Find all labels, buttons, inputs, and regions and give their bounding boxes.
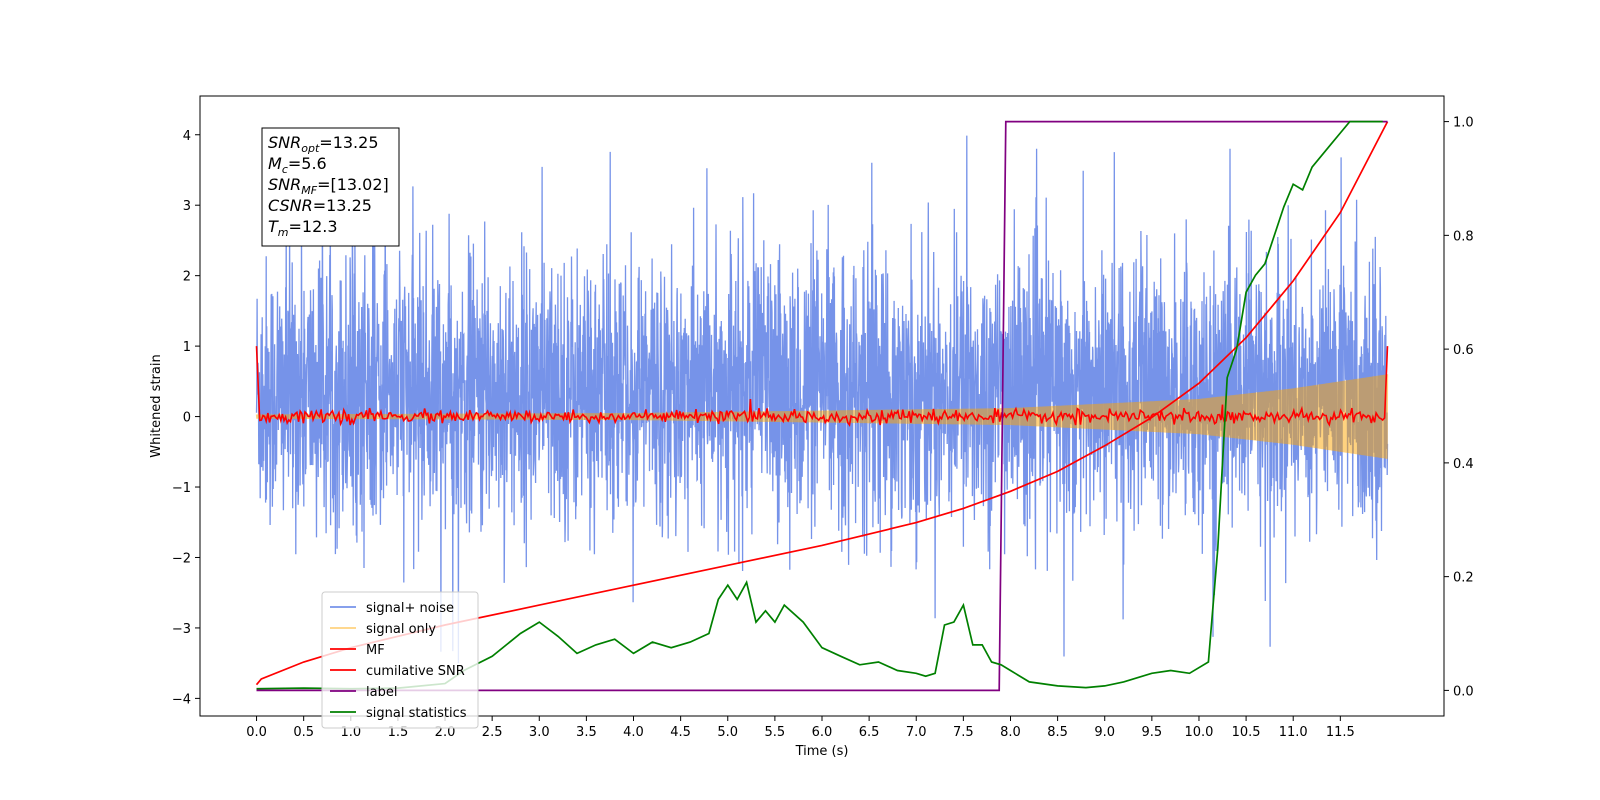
y-axis-title: Whitened strain xyxy=(149,354,164,457)
y-right-tick-label: 0.2 xyxy=(1453,571,1474,586)
legend-label: MF xyxy=(366,643,385,658)
x-tick-label: 1.0 xyxy=(340,725,361,740)
x-tick-label: 6.0 xyxy=(812,725,833,740)
x-tick-label: 5.5 xyxy=(765,725,786,740)
x-tick-label: 0.5 xyxy=(293,725,314,740)
annotation-line: CSNR=13.25 xyxy=(268,196,372,215)
x-tick-label: 9.0 xyxy=(1094,725,1115,740)
x-tick-label: 11.0 xyxy=(1279,725,1308,740)
y-left-tick-label: −3 xyxy=(172,622,191,637)
x-tick-label: 10.0 xyxy=(1184,725,1213,740)
x-tick-label: 4.5 xyxy=(670,725,691,740)
y-right-tick-label: 0.4 xyxy=(1453,457,1474,472)
annotation-line: SNRopt=13.25 xyxy=(268,133,379,155)
legend-label: cumilative SNR xyxy=(366,664,465,679)
x-tick-label: 7.0 xyxy=(906,725,927,740)
x-tick-label: 0.0 xyxy=(246,725,267,740)
y-left-tick-label: −2 xyxy=(172,551,191,566)
legend-label: signal+ noise xyxy=(366,601,454,616)
series-label xyxy=(256,120,1388,692)
annotation-line: Mc=5.6 xyxy=(268,154,327,176)
legend: signal+ noise signal only MF cumilative SNR… xyxy=(321,591,479,729)
y-left-tick-label: 2 xyxy=(183,270,191,285)
x-tick-label: 8.5 xyxy=(1047,725,1068,740)
y-left-tick-label: −1 xyxy=(172,481,191,496)
x-tick-label: 2.0 xyxy=(435,725,456,740)
x-tick-label: 3.5 xyxy=(576,725,597,740)
y-right-tick-label: 0.0 xyxy=(1453,684,1474,699)
y-left-tick-label: 1 xyxy=(183,340,191,355)
legend-label: signal statistics xyxy=(366,706,467,721)
legend-label: label xyxy=(366,685,397,700)
x-tick-label: 2.5 xyxy=(482,725,503,740)
series-mf xyxy=(255,346,1389,428)
y-right-tick-label: 0.6 xyxy=(1453,343,1474,358)
y-right-tick-label: 1.0 xyxy=(1453,116,1474,131)
y-left-tick-label: 4 xyxy=(183,129,191,144)
annotation-box: SNRopt=13.25Mc=5.6SNRMF=[13.02]CSNR=13.2… xyxy=(261,127,400,247)
series-signal-statistics xyxy=(256,120,1383,690)
x-tick-label: 11.5 xyxy=(1326,725,1355,740)
y-left-tick-label: 3 xyxy=(183,199,191,214)
annotation-frame xyxy=(261,127,400,247)
annotation-line: SNRMF=[13.02] xyxy=(268,175,389,197)
x-tick-label: 5.0 xyxy=(717,725,738,740)
y-left-tick-label: 0 xyxy=(183,411,191,426)
x-tick-label: 4.0 xyxy=(623,725,644,740)
x-tick-label: 1.5 xyxy=(388,725,409,740)
x-tick-label: 7.5 xyxy=(953,725,974,740)
x-tick-label: 9.5 xyxy=(1142,725,1163,740)
series-signal-only xyxy=(255,374,1389,459)
y-right-tick-label: 0.8 xyxy=(1453,229,1474,244)
annotation-line: Tm=12.3 xyxy=(268,217,338,239)
legend-label: signal only xyxy=(366,622,436,637)
legend-frame xyxy=(321,591,479,729)
x-tick-label: 6.5 xyxy=(859,725,880,740)
x-tick-label: 10.5 xyxy=(1232,725,1261,740)
axes: 0.0 0.5 1.0 1.5 2.0 2.5 3.0 3.5 4.0 4.5 5.0 5.5 6.0 6… xyxy=(172,116,1474,740)
x-tick-label: 3.0 xyxy=(529,725,550,740)
x-axis-title: Time (s) xyxy=(795,744,849,759)
y-left-tick-label: −4 xyxy=(172,692,191,707)
x-tick-label: 8.0 xyxy=(1000,725,1021,740)
